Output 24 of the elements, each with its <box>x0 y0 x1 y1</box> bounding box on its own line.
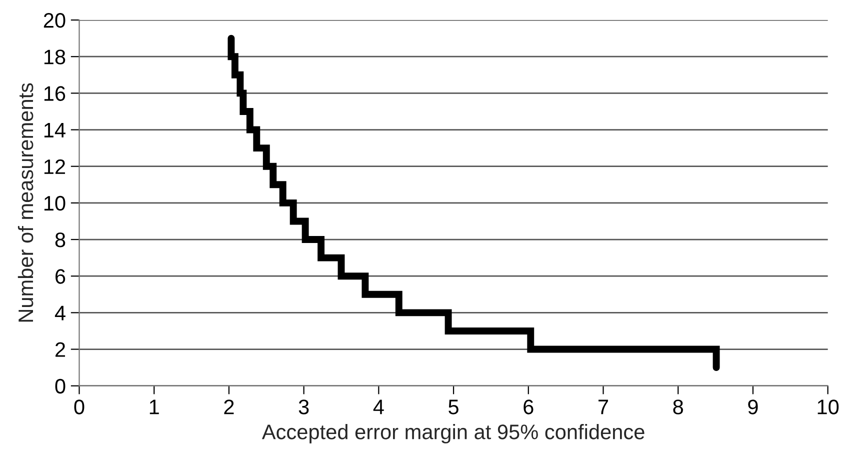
y-tick-label: 20 <box>44 13 66 28</box>
x-tick-label: 9 <box>748 400 758 414</box>
y-tick-label: 6 <box>56 269 66 284</box>
y-tick-label: 8 <box>55 232 66 248</box>
x-tick-label: 7 <box>598 400 608 414</box>
y-tick-label: 14 <box>44 122 66 138</box>
x-tick-label: 0 <box>74 400 84 414</box>
y-tick-label: 10 <box>44 196 66 211</box>
y-axis-title: Number of measurements <box>18 83 34 322</box>
x-tick-label: 10 <box>818 400 839 414</box>
y-tick-label: 4 <box>54 306 66 320</box>
x-tick-label: 1 <box>150 400 159 414</box>
x-tick-label: 6 <box>524 400 534 414</box>
x-tick-label: 8 <box>673 400 683 414</box>
x-axis-title: Accepted error margin at 95% confidence <box>262 424 644 444</box>
y-tick-label: 2 <box>56 342 66 357</box>
y-tick-label: 0 <box>55 378 66 394</box>
x-tick-label: 5 <box>448 400 458 414</box>
y-tick-label: 12 <box>44 159 66 174</box>
y-tick-label: 18 <box>44 50 66 64</box>
x-tick-label: 4 <box>373 400 384 414</box>
y-tick-label: 16 <box>44 86 66 101</box>
x-tick-label: 3 <box>298 400 309 414</box>
x-tick-label: 2 <box>224 400 234 414</box>
